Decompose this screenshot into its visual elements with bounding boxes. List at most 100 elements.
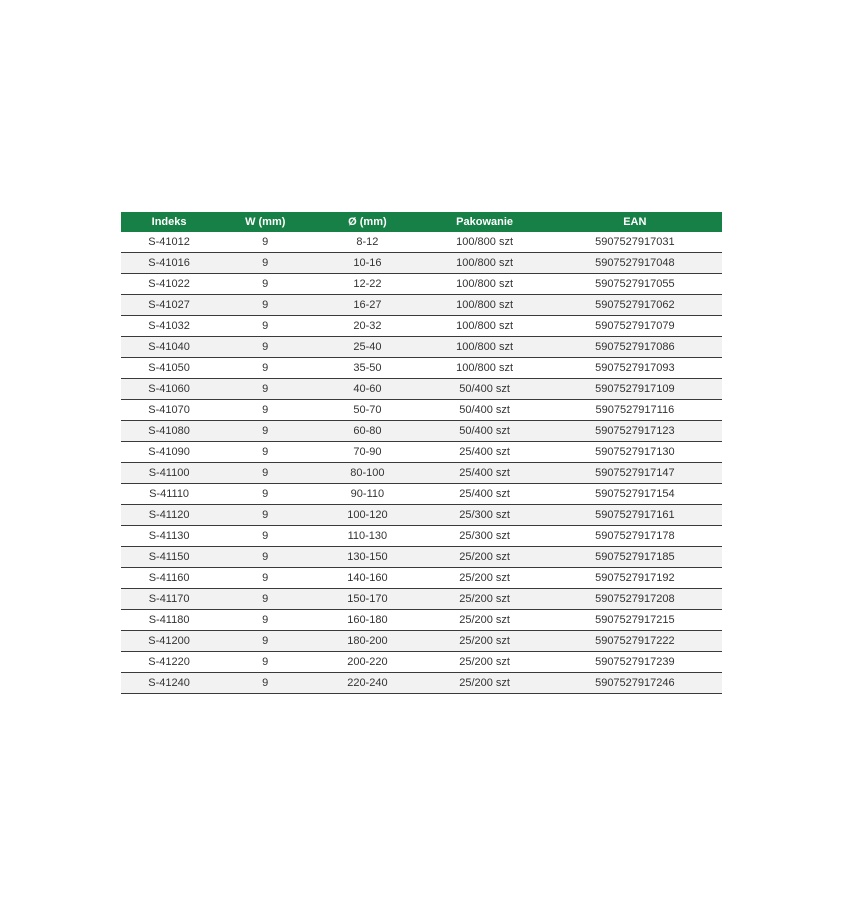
table-cell-w_mm: 9	[217, 504, 314, 526]
table-row: S-41100 9 80-100 25/400 szt 5907527917147	[121, 462, 722, 484]
table-cell-ean: 5907527917178	[547, 525, 722, 547]
table-cell-w_mm: 9	[217, 252, 314, 274]
table-body: S-41012 9 8-12 100/800 szt 5907527917031 S-41…	[121, 232, 722, 694]
table-cell-indeks: S-41120	[121, 504, 218, 526]
table-cell-w_mm: 9	[217, 672, 314, 694]
table-cell-pakowanie: 25/200 szt	[421, 672, 548, 694]
table-cell-w_mm: 9	[217, 441, 314, 463]
table-cell-indeks: S-41032	[121, 315, 218, 337]
table-cell-indeks: S-41110	[121, 483, 218, 505]
table-cell-diameter_mm: 40-60	[313, 378, 422, 400]
table-cell-pakowanie: 25/300 szt	[421, 525, 548, 547]
table-cell-w_mm: 9	[217, 609, 314, 631]
table-row: S-41016 9 10-16 100/800 szt 5907527917048	[121, 252, 722, 274]
table-row: S-41012 9 8-12 100/800 szt 5907527917031	[121, 232, 722, 253]
table-cell-diameter_mm: 200-220	[313, 651, 422, 673]
table-cell-indeks: S-41027	[121, 294, 218, 316]
table-cell-pakowanie: 50/400 szt	[421, 420, 548, 442]
table-cell-ean: 5907527917086	[547, 336, 722, 358]
column-header-diameter: Ø (mm)	[313, 212, 422, 232]
table-cell-indeks: S-41130	[121, 525, 218, 547]
table-cell-indeks: S-41090	[121, 441, 218, 463]
table-cell-diameter_mm: 50-70	[313, 399, 422, 421]
table-row: S-41060 9 40-60 50/400 szt 5907527917109	[121, 378, 722, 400]
table-cell-ean: 5907527917161	[547, 504, 722, 526]
table-cell-ean: 5907527917055	[547, 273, 722, 295]
table-cell-w_mm: 9	[217, 378, 314, 400]
table-cell-diameter_mm: 70-90	[313, 441, 422, 463]
table-cell-indeks: S-41070	[121, 399, 218, 421]
table-cell-diameter_mm: 130-150	[313, 546, 422, 568]
table-cell-diameter_mm: 220-240	[313, 672, 422, 694]
table-cell-pakowanie: 100/800 szt	[421, 273, 548, 295]
table-cell-pakowanie: 25/400 szt	[421, 483, 548, 505]
table-cell-pakowanie: 100/800 szt	[421, 232, 548, 253]
table-cell-indeks: S-41060	[121, 378, 218, 400]
table-cell-ean: 5907527917130	[547, 441, 722, 463]
table-cell-diameter_mm: 150-170	[313, 588, 422, 610]
table-row: S-41130 9 110-130 25/300 szt 5907527917178	[121, 525, 722, 547]
table-cell-diameter_mm: 160-180	[313, 609, 422, 631]
table-row: S-41170 9 150-170 25/200 szt 5907527917208	[121, 588, 722, 610]
table-cell-indeks: S-41080	[121, 420, 218, 442]
table-cell-ean: 5907527917208	[547, 588, 722, 610]
table-cell-w_mm: 9	[217, 567, 314, 589]
table-cell-pakowanie: 50/400 szt	[421, 378, 548, 400]
table-cell-w_mm: 9	[217, 630, 314, 652]
table-row: S-41180 9 160-180 25/200 szt 5907527917215	[121, 609, 722, 631]
table-cell-ean: 5907527917079	[547, 315, 722, 337]
table-cell-w_mm: 9	[217, 525, 314, 547]
table-row: S-41240 9 220-240 25/200 szt 5907527917246	[121, 672, 722, 694]
table-cell-pakowanie: 25/400 szt	[421, 462, 548, 484]
table-cell-indeks: S-41240	[121, 672, 218, 694]
table-cell-diameter_mm: 100-120	[313, 504, 422, 526]
table-cell-w_mm: 9	[217, 462, 314, 484]
table-cell-pakowanie: 25/400 szt	[421, 441, 548, 463]
table-cell-diameter_mm: 10-16	[313, 252, 422, 274]
table-cell-diameter_mm: 90-110	[313, 483, 422, 505]
table-cell-w_mm: 9	[217, 273, 314, 295]
table-row: S-41022 9 12-22 100/800 szt 5907527917055	[121, 273, 722, 295]
table-row: S-41080 9 60-80 50/400 szt 5907527917123	[121, 420, 722, 442]
table-cell-pakowanie: 100/800 szt	[421, 357, 548, 379]
table-cell-ean: 5907527917031	[547, 232, 722, 253]
table-cell-diameter_mm: 25-40	[313, 336, 422, 358]
table-cell-ean: 5907527917147	[547, 462, 722, 484]
table-row: S-41120 9 100-120 25/300 szt 5907527917161	[121, 504, 722, 526]
table-row: S-41220 9 200-220 25/200 szt 5907527917239	[121, 651, 722, 673]
table-cell-diameter_mm: 60-80	[313, 420, 422, 442]
table-cell-ean: 5907527917093	[547, 357, 722, 379]
table-row: S-41070 9 50-70 50/400 szt 5907527917116	[121, 399, 722, 421]
table-cell-ean: 5907527917116	[547, 399, 722, 421]
table-cell-w_mm: 9	[217, 546, 314, 568]
table-row: S-41032 9 20-32 100/800 szt 5907527917079	[121, 315, 722, 337]
table-cell-pakowanie: 100/800 szt	[421, 252, 548, 274]
table-cell-indeks: S-41040	[121, 336, 218, 358]
table-cell-w_mm: 9	[217, 294, 314, 316]
table-cell-diameter_mm: 110-130	[313, 525, 422, 547]
table-cell-pakowanie: 100/800 szt	[421, 336, 548, 358]
table-cell-pakowanie: 25/200 szt	[421, 630, 548, 652]
table-cell-ean: 5907527917239	[547, 651, 722, 673]
table-cell-diameter_mm: 20-32	[313, 315, 422, 337]
table-row: S-41027 9 16-27 100/800 szt 5907527917062	[121, 294, 722, 316]
table-cell-w_mm: 9	[217, 651, 314, 673]
table-cell-indeks: S-41160	[121, 567, 218, 589]
table-cell-w_mm: 9	[217, 420, 314, 442]
table-cell-diameter_mm: 180-200	[313, 630, 422, 652]
table-header: Indeks W (mm) Ø (mm) Pakowanie EAN	[121, 212, 722, 232]
table-cell-pakowanie: 25/200 szt	[421, 567, 548, 589]
table-cell-w_mm: 9	[217, 315, 314, 337]
table-row: S-41150 9 130-150 25/200 szt 5907527917185	[121, 546, 722, 568]
table-cell-indeks: S-41012	[121, 232, 218, 253]
table-cell-w_mm: 9	[217, 483, 314, 505]
table-cell-pakowanie: 25/200 szt	[421, 609, 548, 631]
table-row: S-41110 9 90-110 25/400 szt 5907527917154	[121, 483, 722, 505]
table-header-row: Indeks W (mm) Ø (mm) Pakowanie EAN	[121, 212, 722, 232]
table-cell-diameter_mm: 35-50	[313, 357, 422, 379]
table-row: S-41040 9 25-40 100/800 szt 5907527917086	[121, 336, 722, 358]
table-cell-w_mm: 9	[217, 336, 314, 358]
table-cell-ean: 5907527917109	[547, 378, 722, 400]
table-row: S-41200 9 180-200 25/200 szt 5907527917222	[121, 630, 722, 652]
table-cell-pakowanie: 25/200 szt	[421, 546, 548, 568]
